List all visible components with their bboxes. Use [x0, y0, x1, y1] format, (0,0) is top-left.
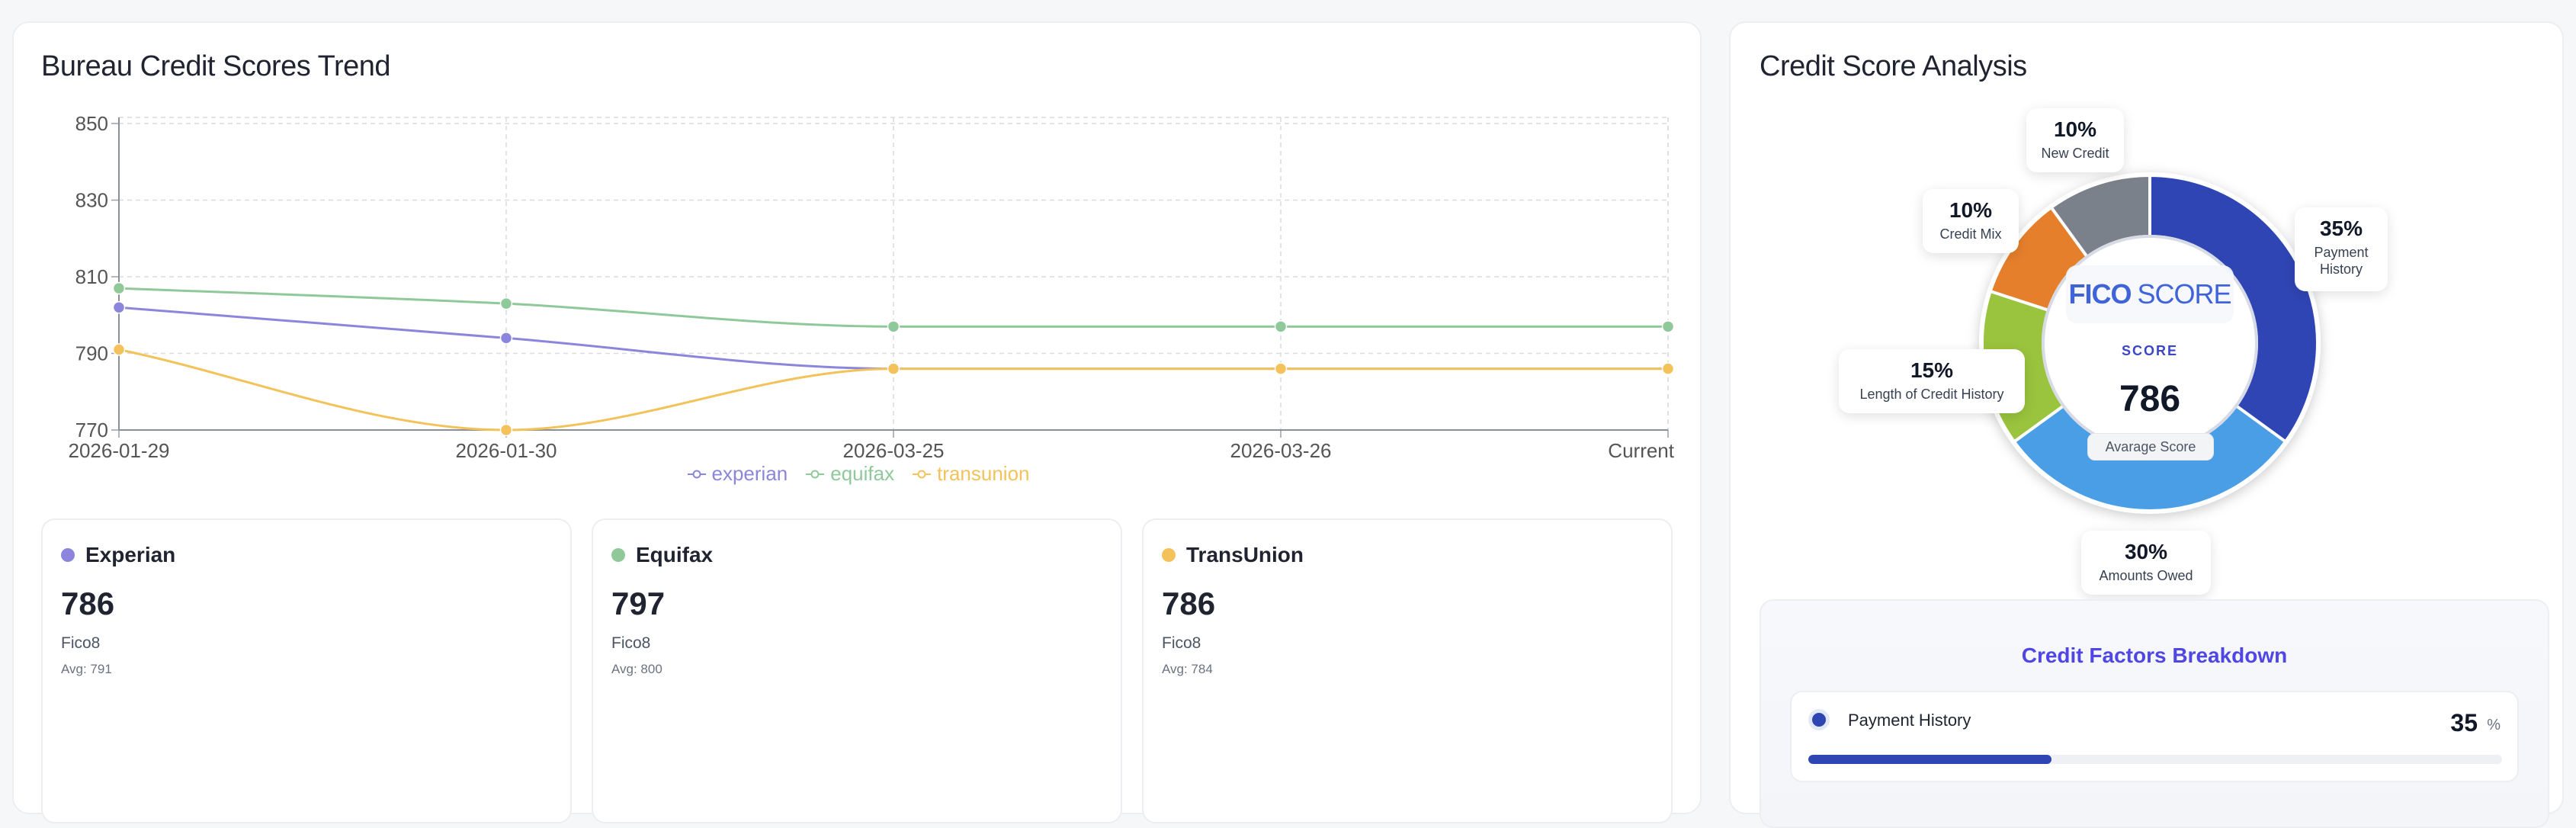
trend-title: Bureau Credit Scores Trend	[41, 50, 391, 82]
data-point-equifax[interactable]	[499, 297, 513, 310]
legend-label-experian: experian	[711, 462, 788, 485]
data-point-transunion[interactable]	[887, 362, 900, 375]
legend-item-experian[interactable]: experian	[687, 462, 788, 486]
bureau-name: Equifax	[636, 543, 714, 566]
callout-label-line-1: Payment	[2314, 245, 2369, 260]
factor-unit: %	[2487, 717, 2501, 733]
bureau-card-transunion: TransUnion 786 Fico8 Avg: 784	[1142, 518, 1673, 823]
data-point-transunion[interactable]	[1274, 362, 1288, 375]
callout-label-line-2: History	[2319, 262, 2363, 277]
legend-item-transunion[interactable]: transunion	[913, 462, 1030, 486]
factor-color-dot	[1808, 709, 1830, 730]
data-point-equifax[interactable]	[112, 281, 126, 295]
chart-legend: experian equifax transunion	[14, 462, 1703, 486]
fico-score-logo: FICO SCORE	[2066, 265, 2234, 323]
callout-length-of-credit-history: 15% Length of Credit History	[1839, 349, 2025, 413]
experian-color-dot	[61, 548, 75, 562]
series-equifax	[112, 281, 1675, 333]
bureau-card-equifax: Equifax 797 Fico8 Avg: 800	[592, 518, 1122, 823]
score-value: 786	[2119, 379, 2181, 419]
transunion-color-dot	[1162, 548, 1176, 562]
factor-progress-fill	[1808, 755, 2051, 764]
factor-row-payment-history: Payment History 35 %	[1790, 691, 2519, 782]
equifax-color-dot	[611, 548, 625, 562]
callout-payment-history: 35% Payment History	[2295, 207, 2388, 291]
callout-percent: 30%	[2124, 540, 2168, 563]
legend-label-equifax: equifax	[830, 462, 895, 485]
factor-name: Payment History	[1848, 711, 1971, 730]
series-transunion	[112, 343, 1675, 437]
callout-percent: 15%	[1910, 358, 1954, 382]
callout-percent: 10%	[2053, 117, 2097, 141]
callout-new-credit: 10% New Credit	[2026, 108, 2124, 172]
y-tick-label: 790	[75, 342, 108, 365]
breakdown-title: Credit Factors Breakdown	[2021, 643, 2288, 667]
bureau-average: Avg: 800	[611, 662, 662, 676]
credit-analysis-card: Credit Score Analysis FICO SCORE SCORE 7…	[1729, 21, 2564, 828]
bureau-card-experian: Experian 786 Fico8 Avg: 791	[41, 518, 572, 823]
x-tick-label: 2026-03-26	[1230, 439, 1332, 462]
bureau-trend-card: Bureau Credit Scores Trend 770 790 810 830 8…	[12, 21, 1703, 823]
legend-label-transunion: transunion	[937, 462, 1030, 485]
callout-label: Credit Mix	[1939, 226, 2002, 242]
bureau-name: TransUnion	[1186, 543, 1304, 566]
fico-logo-text: FICO	[2068, 278, 2132, 310]
callout-amounts-owed: 30% Amounts Owed	[2081, 531, 2211, 595]
data-point-transunion[interactable]	[499, 423, 513, 437]
x-tick-label: 2026-01-30	[456, 439, 557, 462]
score-label: SCORE	[2121, 343, 2178, 358]
data-point-transunion[interactable]	[1661, 362, 1675, 375]
callout-credit-mix: 10% Credit Mix	[1923, 189, 2019, 253]
legend-marker-transunion	[913, 470, 932, 478]
bureau-model: Fico8	[1162, 634, 1201, 652]
bureau-model: Fico8	[61, 634, 101, 652]
y-tick-label: 770	[75, 419, 108, 441]
factor-progress-track	[1808, 755, 2502, 764]
y-tick-label: 830	[75, 189, 108, 212]
bureau-score: 786	[1162, 586, 1216, 621]
analysis-title: Credit Score Analysis	[1760, 50, 2027, 82]
bureau-average: Avg: 784	[1162, 662, 1213, 676]
x-tick-label: 2026-03-25	[843, 439, 945, 462]
legend-marker-equifax	[806, 470, 825, 478]
data-point-equifax[interactable]	[887, 320, 900, 333]
bureau-average: Avg: 791	[61, 662, 112, 676]
bureau-score: 797	[611, 586, 666, 621]
legend-item-equifax[interactable]: equifax	[806, 462, 894, 486]
data-point-equifax[interactable]	[1274, 320, 1288, 333]
credit-factors-breakdown: Credit Factors Breakdown Payment History…	[1760, 599, 2549, 828]
bureau-score: 786	[61, 586, 115, 621]
data-point-experian[interactable]	[499, 332, 513, 345]
chart-grid: 770 790 810 830 850 2026-01-29 2026-01-30 2026-…	[69, 112, 1675, 462]
y-tick-label: 850	[75, 112, 108, 135]
average-score-badge: Avarage Score	[2087, 433, 2214, 461]
y-tick-label: 810	[75, 265, 108, 288]
callout-label: Length of Credit History	[1859, 387, 2004, 402]
data-point-equifax[interactable]	[1661, 320, 1675, 333]
factor-value: 35	[2450, 709, 2478, 737]
x-tick-label: Current	[1608, 439, 1674, 462]
callout-percent: 10%	[1949, 198, 1993, 222]
callout-label: New Credit	[2041, 146, 2109, 161]
score-logo-text: SCORE	[2137, 278, 2231, 310]
trend-line-chart: 770 790 810 830 850 2026-01-29 2026-01-30 2026-…	[69, 112, 1675, 462]
bureau-model: Fico8	[611, 634, 651, 652]
data-point-experian[interactable]	[112, 300, 126, 314]
legend-marker-experian	[687, 470, 706, 478]
data-point-transunion[interactable]	[112, 343, 126, 356]
x-tick-label: 2026-01-29	[69, 439, 170, 462]
bureau-name: Experian	[85, 543, 176, 566]
callout-percent: 35%	[2319, 217, 2363, 240]
callout-label: Amounts Owed	[2099, 568, 2193, 583]
